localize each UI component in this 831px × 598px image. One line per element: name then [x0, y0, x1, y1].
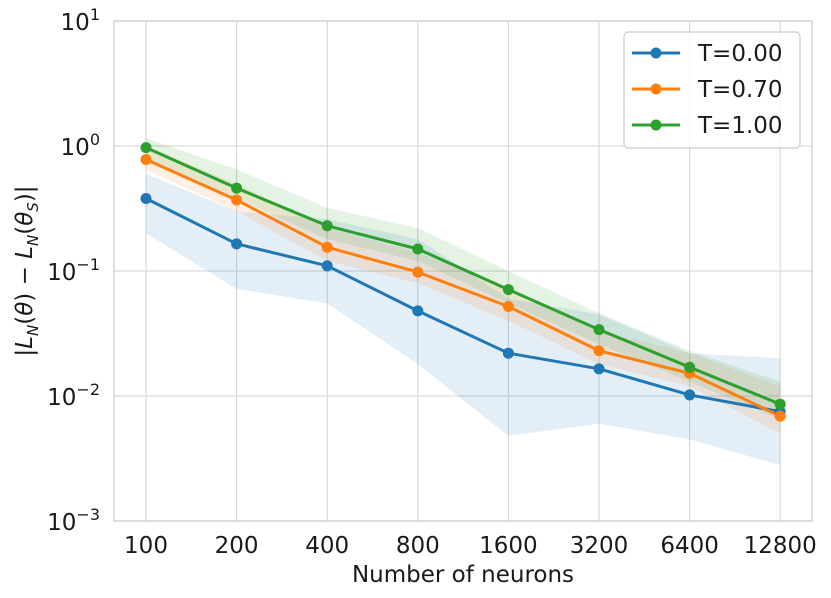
data-point	[774, 398, 786, 410]
y-tick-label: 100	[61, 130, 100, 161]
y-axis-title: |LN(θ) − LN(θS)|	[12, 185, 42, 356]
data-point	[593, 324, 605, 336]
data-point	[321, 241, 333, 253]
series-line-T=1.00	[144, 146, 782, 406]
series-line-T=0.70	[144, 157, 782, 418]
legend-label: T=0.70	[697, 77, 783, 103]
x-axis-title: Number of neurons	[352, 562, 574, 588]
x-tick-label: 200	[215, 533, 259, 559]
x-tick-label: 100	[124, 533, 168, 559]
data-point	[593, 363, 605, 375]
data-point	[774, 410, 786, 422]
series-lines	[144, 146, 782, 418]
legend-marker	[650, 47, 662, 59]
legend-label: T=1.00	[697, 113, 783, 139]
x-tick-label: 400	[305, 533, 349, 559]
x-tick-label: 1600	[479, 533, 538, 559]
y-tick-label: 10−2	[47, 380, 100, 411]
data-point	[140, 142, 152, 154]
x-tick-label: 800	[396, 533, 440, 559]
data-point	[502, 347, 514, 359]
series-points	[140, 142, 786, 422]
x-tick-label: 3200	[570, 533, 629, 559]
data-point	[502, 284, 514, 296]
y-tick-labels: 101 100 10−1 10−2 10−3	[47, 5, 100, 536]
legend-label: T=0.00	[697, 41, 783, 67]
data-point	[412, 243, 424, 255]
data-point	[321, 220, 333, 232]
plot-frame	[113, 20, 813, 522]
data-point	[593, 345, 605, 357]
x-tick-label: 12800	[744, 533, 817, 559]
data-point	[412, 305, 424, 317]
data-point	[684, 389, 696, 401]
data-point	[231, 194, 243, 206]
data-point	[321, 260, 333, 272]
y-tick-label: 10−1	[47, 255, 100, 286]
legend: T=0.00 T=0.70 T=1.00	[623, 31, 801, 149]
data-point	[140, 153, 152, 165]
legend-box	[623, 31, 801, 149]
y-tick-label: 101	[61, 5, 100, 36]
band-T=0.00	[146, 173, 781, 466]
series-line-T=0.00	[144, 197, 782, 414]
data-point	[231, 238, 243, 250]
y-tick-label: 10−3	[47, 505, 100, 536]
x-tick-label: 6400	[660, 533, 719, 559]
data-point	[140, 193, 152, 205]
data-point	[412, 266, 424, 278]
data-point	[502, 300, 514, 312]
x-tick-labels: 100 200 400 800 1600 3200 6400 12800	[124, 533, 817, 559]
data-point	[231, 182, 243, 194]
band-T=1.00	[146, 138, 781, 420]
legend-marker	[650, 119, 662, 131]
legend-marker	[650, 83, 662, 95]
data-point	[684, 361, 696, 373]
